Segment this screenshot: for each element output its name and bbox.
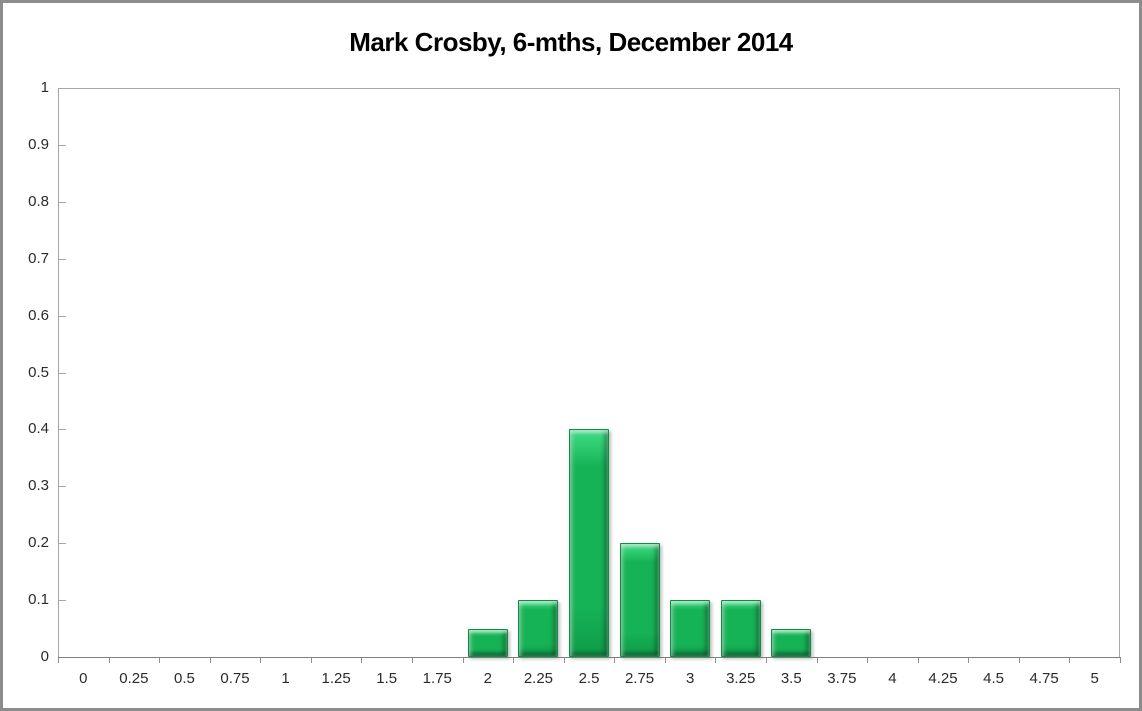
x-tick-label: 3.5 xyxy=(780,670,802,687)
x-tick-label: 0.25 xyxy=(119,670,149,687)
x-tick-mark xyxy=(766,657,767,663)
y-tick-mark xyxy=(58,372,66,374)
chart-title: Mark Crosby, 6-mths, December 2014 xyxy=(349,27,793,57)
bar xyxy=(721,600,761,657)
x-axis-line xyxy=(58,657,1121,658)
x-tick-mark xyxy=(159,657,161,663)
y-tick-label: 0.7 xyxy=(28,249,49,267)
x-tick-label: 3.75 xyxy=(827,670,857,687)
x-tick-label: 2 xyxy=(483,670,493,687)
x-tick-label: 1.25 xyxy=(321,670,351,687)
y-tick-mark xyxy=(58,258,66,260)
x-tick-label: 0 xyxy=(79,670,88,687)
x-tick-mark xyxy=(968,657,970,663)
y-tick-mark xyxy=(58,429,66,431)
y-tick-label: 0.6 xyxy=(28,306,49,324)
x-tick-label: 1.75 xyxy=(422,670,452,687)
x-tick-mark xyxy=(513,657,515,663)
x-tick-mark xyxy=(1069,657,1071,663)
y-tick-label: 0.2 xyxy=(28,534,49,552)
bar xyxy=(620,543,660,657)
bar xyxy=(670,600,710,657)
x-tick-mark xyxy=(1018,657,1020,663)
x-tick-label: 0.75 xyxy=(220,670,250,687)
y-tick-mark xyxy=(58,486,66,488)
y-tick-label: 0.8 xyxy=(28,192,49,210)
y-tick-label: 0.1 xyxy=(28,591,49,609)
y-tick-mark xyxy=(58,543,66,545)
x-tick-mark xyxy=(462,657,464,663)
y-tick-label: 0.9 xyxy=(28,135,49,153)
x-tick-label: 3.25 xyxy=(726,670,756,687)
bar xyxy=(569,429,609,657)
chart-canvas: Mark Crosby, 6-mths, December 2014 0 0.1 0… xyxy=(3,3,1139,708)
x-tick-label: 2.5 xyxy=(578,670,600,687)
x-tick-mark xyxy=(614,657,616,663)
x-tick-label: 4.25 xyxy=(928,670,958,687)
x-tick-label: 5 xyxy=(1090,670,1099,687)
x-tick-mark xyxy=(917,657,919,663)
y-tick-label: 0.4 xyxy=(28,420,49,438)
y-tick-label: 0.5 xyxy=(28,363,49,381)
x-tick-label: 3 xyxy=(685,670,695,687)
x-tick-mark xyxy=(867,657,869,663)
y-tick-label: 1 xyxy=(40,79,49,96)
bar xyxy=(468,629,508,657)
y-tick-mark xyxy=(58,600,66,602)
x-tick-mark xyxy=(361,657,363,663)
x-tick-label: 4 xyxy=(888,670,897,687)
x-tick-label: 2.75 xyxy=(624,670,655,687)
x-tick-label: 4.75 xyxy=(1029,670,1059,687)
x-tick-mark xyxy=(664,657,666,663)
y-tick-mark xyxy=(58,201,66,203)
x-tick-mark xyxy=(260,657,262,663)
x-tick-mark xyxy=(310,657,312,663)
x-tick-label: 1 xyxy=(281,670,290,687)
x-tick-mark xyxy=(715,657,717,663)
x-tick-label: 0.5 xyxy=(173,670,195,687)
y-tick-mark xyxy=(58,315,66,317)
y-tick-label: 0.3 xyxy=(28,477,49,495)
x-tick-mark xyxy=(1120,657,1121,663)
x-tick-mark xyxy=(58,657,59,663)
x-tick-mark xyxy=(108,657,110,663)
x-tick-label: 2.25 xyxy=(523,670,554,687)
x-tick-mark xyxy=(563,657,565,663)
y-tick-label: 0 xyxy=(40,648,49,665)
y-tick-mark xyxy=(58,144,66,146)
bar xyxy=(518,600,558,657)
x-tick-mark xyxy=(816,657,818,663)
x-tick-label: 4.5 xyxy=(983,670,1004,687)
x-tick-label: 1.5 xyxy=(376,670,398,687)
bar xyxy=(771,629,811,657)
x-tick-mark xyxy=(412,657,413,663)
x-tick-mark xyxy=(209,657,211,663)
